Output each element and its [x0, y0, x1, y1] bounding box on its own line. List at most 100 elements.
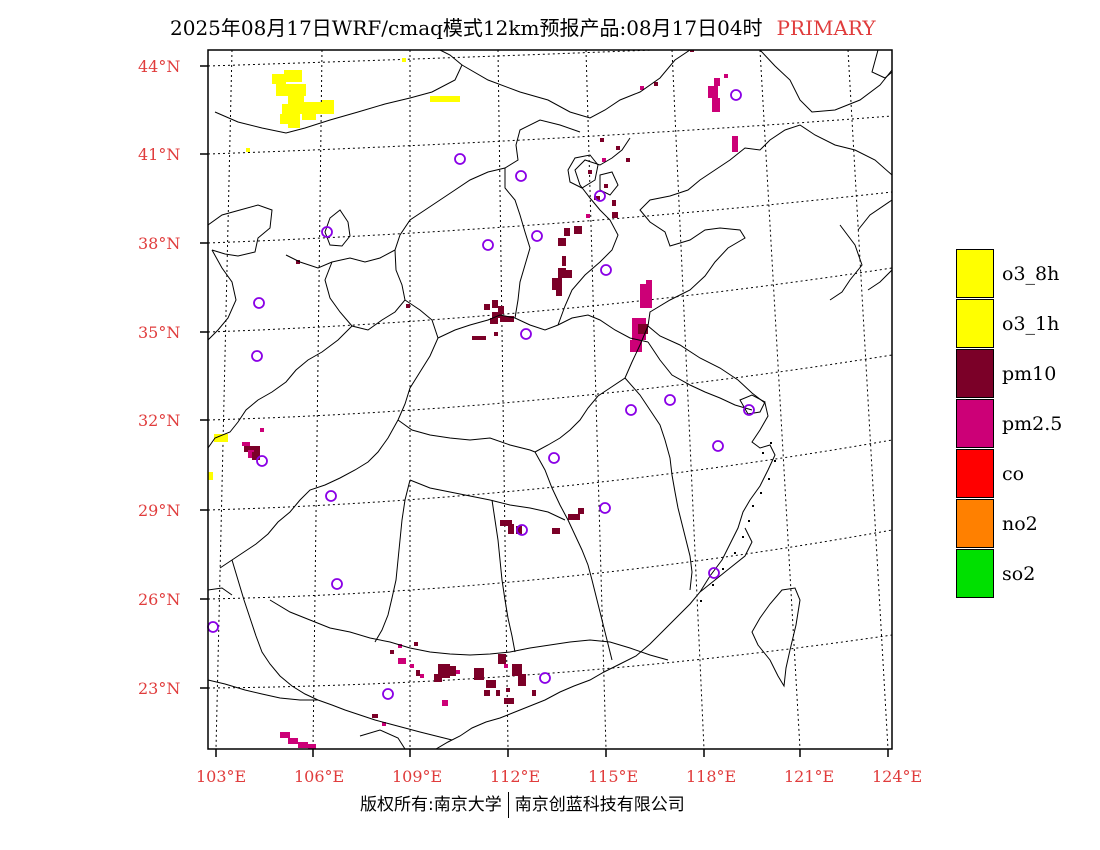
legend-label: so2: [1002, 563, 1036, 585]
pollutant-cell: [498, 654, 506, 664]
pollutant-cell: [504, 664, 508, 668]
pollutant-cell: [402, 58, 406, 62]
legend-label: co: [1002, 463, 1025, 485]
pollutant-cell: [568, 514, 580, 520]
pollutant-cell: [500, 520, 512, 526]
pollutant-cell: [512, 664, 522, 676]
pollutant-cell: [506, 688, 510, 692]
station-marker: [600, 264, 612, 276]
station-marker: [599, 502, 611, 514]
pollutant-cell: [282, 104, 300, 114]
pollutant-cell: [280, 114, 300, 124]
legend-label: pm2.5: [1002, 413, 1063, 435]
coastal-island: [762, 452, 764, 454]
legend-label: o3_1h: [1002, 313, 1060, 335]
pollutant-cell: [298, 742, 308, 748]
station-marker: [594, 190, 606, 202]
legend-swatch: [956, 549, 994, 598]
legend-swatch: [956, 449, 994, 498]
lat-label: 38°N: [138, 234, 180, 253]
pollutant-cell: [430, 96, 460, 102]
pollutant-cell: [508, 524, 514, 534]
pollutant-cell: [272, 74, 286, 84]
pollutant-cell: [280, 732, 290, 738]
pollutant-cell: [558, 268, 566, 278]
station-marker: [516, 524, 528, 536]
station-marker: [331, 578, 343, 590]
pollutant-cell: [284, 70, 302, 82]
legend-swatch: [956, 249, 994, 298]
pollutant-cell: [410, 664, 414, 668]
coastal-island: [742, 536, 744, 538]
pollutant-cell: [574, 226, 582, 234]
pollutant-cell: [578, 508, 584, 514]
pollutant-cell: [586, 214, 590, 218]
pollutant-cell: [472, 336, 486, 340]
pollutant-cell: [714, 78, 720, 86]
pollutant-cell: [416, 670, 420, 676]
pollutant-cell: [612, 200, 616, 206]
pollutant-cell: [322, 100, 334, 114]
pollutant-cell: [640, 86, 644, 90]
station-marker: [253, 297, 265, 309]
legend-swatch: [956, 499, 994, 548]
pollutant-cell: [398, 658, 406, 664]
coastal-island: [734, 552, 736, 554]
station-marker: [708, 567, 720, 579]
pollutant-cell: [498, 306, 504, 314]
coastal-island: [712, 584, 714, 586]
pollutant-cell: [646, 280, 652, 290]
pollutant-cell: [518, 674, 526, 686]
pollutant-cell: [296, 260, 300, 264]
legend-swatch: [956, 399, 994, 448]
pollutant-cell: [654, 82, 658, 86]
pollutant-cell: [276, 84, 306, 96]
pollutant-cell: [708, 86, 718, 98]
legend-label: pm10: [1002, 363, 1057, 385]
pollutant-cell: [242, 442, 250, 446]
pollutant-cell: [552, 528, 560, 534]
lat-label: 29°N: [138, 501, 180, 520]
lon-label: 112°E: [490, 767, 540, 786]
latitude-labels: 44°N 41°N 38°N 35°N 32°N 29°N 26°N 23°N: [138, 57, 180, 698]
pollutant-cell: [208, 472, 213, 480]
pollutant-cell: [246, 148, 250, 152]
station-marker: [531, 230, 543, 242]
lon-label: 124°E: [872, 767, 922, 786]
pollutant-cell: [406, 304, 410, 308]
pollutant-cell: [490, 318, 498, 324]
pollutant-cell: [484, 690, 490, 696]
pollutant-cell: [532, 690, 536, 696]
station-marker: [482, 239, 494, 251]
pollutant-cell: [612, 212, 618, 218]
boundary-lines: [208, 50, 892, 749]
pollutant-cell: [486, 680, 496, 688]
pollutant-cell: [516, 526, 522, 534]
legend-label: no2: [1002, 513, 1038, 535]
pollutant-cell: [390, 650, 394, 654]
lon-label: 118°E: [686, 767, 736, 786]
lat-label: 35°N: [138, 323, 180, 342]
legend-label: o3_8h: [1002, 263, 1060, 285]
station-marker: [539, 672, 551, 684]
station-marker: [548, 452, 560, 464]
station-marker: [515, 170, 527, 182]
pollutant-cell: [288, 122, 300, 128]
copyright-left: 版权所有:南京大学: [360, 795, 502, 815]
station-marker: [712, 440, 724, 452]
map-frame-bg: [208, 50, 892, 749]
pollutant-cell: [382, 722, 386, 726]
pollutant-cell: [604, 184, 608, 188]
pollutant-cell: [288, 96, 304, 104]
legend-swatch: [956, 299, 994, 348]
coastal-island: [760, 492, 762, 494]
pollutant-cell: [308, 744, 316, 749]
station-marker: [321, 226, 333, 238]
lat-label: 26°N: [138, 590, 180, 609]
pollutant-cell: [712, 98, 720, 112]
graticule: [208, 50, 892, 749]
pollutant-cell: [496, 690, 500, 696]
pollutant-cell: [414, 642, 418, 646]
pollutant-cell: [564, 270, 572, 278]
